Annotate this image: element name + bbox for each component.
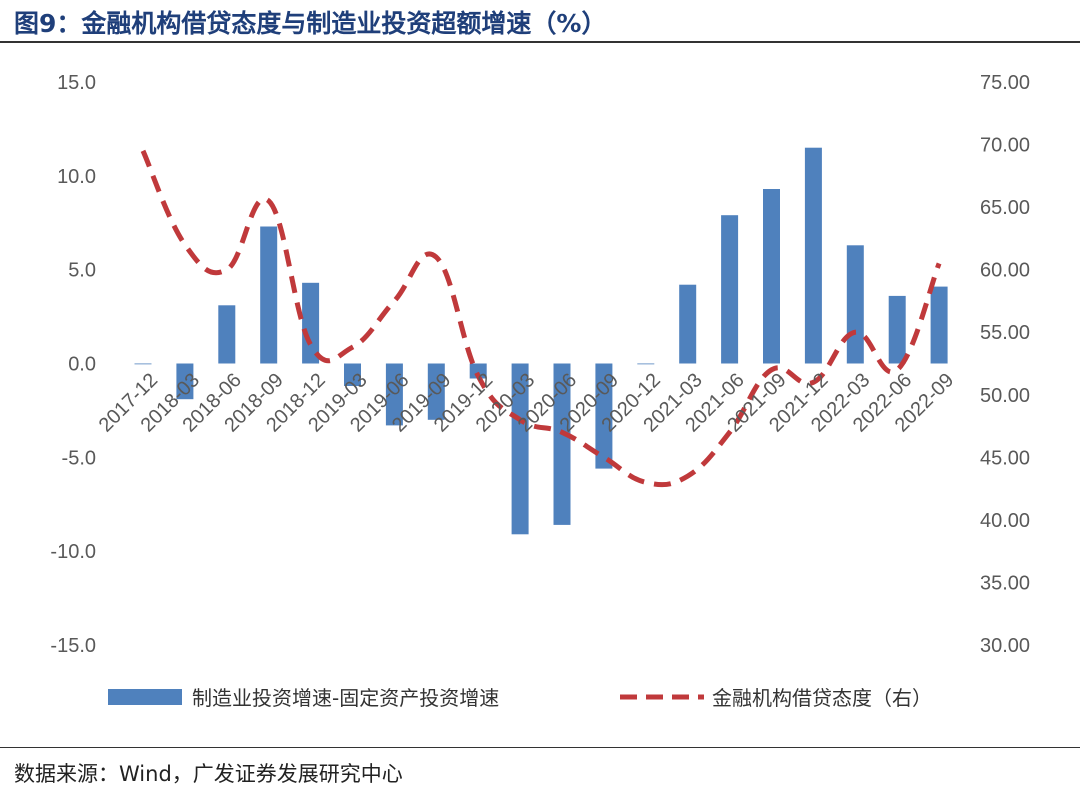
left-tick-label: 0.0 (68, 354, 96, 376)
bar-2022-03 (846, 245, 864, 364)
bar-2020-06 (553, 363, 571, 525)
left-tick-label: 5.0 (68, 260, 96, 282)
bar-2018-12 (302, 282, 320, 364)
right-tick-label: 65.00 (980, 197, 1030, 219)
left-tick-label: -15.0 (50, 635, 96, 657)
legend-bar-label: 制造业投资增速-固定资产投资增速 (192, 686, 499, 710)
right-tick-label: 70.00 (980, 135, 1030, 157)
bar-2018-09 (260, 226, 278, 364)
bar-2019-09 (427, 363, 445, 420)
right-tick-label: 50.00 (980, 385, 1030, 407)
legend-line-label: 金融机构借贷态度（右） (712, 686, 932, 710)
right-tick-label: 55.00 (980, 322, 1030, 344)
left-tick-label: 10.0 (57, 166, 96, 188)
left-axis-ticks: 15.0 10.0 5.0 0.0 -5.0 -10.0 -15.0 (50, 72, 96, 657)
left-tick-label: -10.0 (50, 541, 96, 563)
bar-2022-06 (888, 295, 906, 364)
line-series-path (140, 149, 942, 488)
bar-2018-03 (176, 363, 194, 400)
bar-2020-09 (595, 363, 613, 469)
bar-series (134, 147, 948, 535)
right-axis-ticks: 75.00 70.00 65.00 60.00 55.00 50.00 45.00 40.00… (980, 72, 1030, 657)
source-divider (0, 747, 1080, 748)
legend-bar-swatch (108, 689, 182, 705)
bar-2019-06 (385, 363, 403, 426)
bar-2021-12 (804, 147, 822, 364)
combo-chart: 15.0 10.0 5.0 0.0 -5.0 -10.0 -15.0 75.00 70.00 6… (50, 72, 1030, 710)
right-tick-label: 60.00 (980, 260, 1030, 282)
bar-2021-09 (763, 189, 780, 364)
chart-title: 图9：金融机构借贷态度与制造业投资超额增速（%） (14, 9, 607, 38)
right-tick-label: 35.00 (980, 572, 1030, 594)
left-tick-label: 15.0 (57, 72, 96, 94)
bar-2019-12 (469, 363, 487, 379)
left-tick-label: -5.0 (62, 447, 96, 469)
bar-2020-03 (511, 363, 529, 535)
bar-2021-03 (679, 284, 697, 364)
bar-2017-12 (134, 363, 152, 365)
title-divider (0, 41, 1080, 43)
bar-2018-06 (218, 305, 236, 364)
bar-2019-03 (344, 363, 361, 386)
right-tick-label: 40.00 (980, 510, 1030, 532)
right-tick-label: 30.00 (980, 635, 1030, 657)
bar-2020-12 (637, 363, 655, 365)
bar-2021-06 (721, 215, 739, 364)
legend: 制造业投资增速-固定资产投资增速 金融机构借贷态度（右） (108, 686, 932, 710)
right-tick-label: 45.00 (980, 447, 1030, 469)
right-tick-label: 75.00 (980, 72, 1030, 94)
source-note: 数据来源：Wind，广发证券发展研究中心 (14, 762, 403, 786)
bar-2022-09 (930, 286, 948, 364)
